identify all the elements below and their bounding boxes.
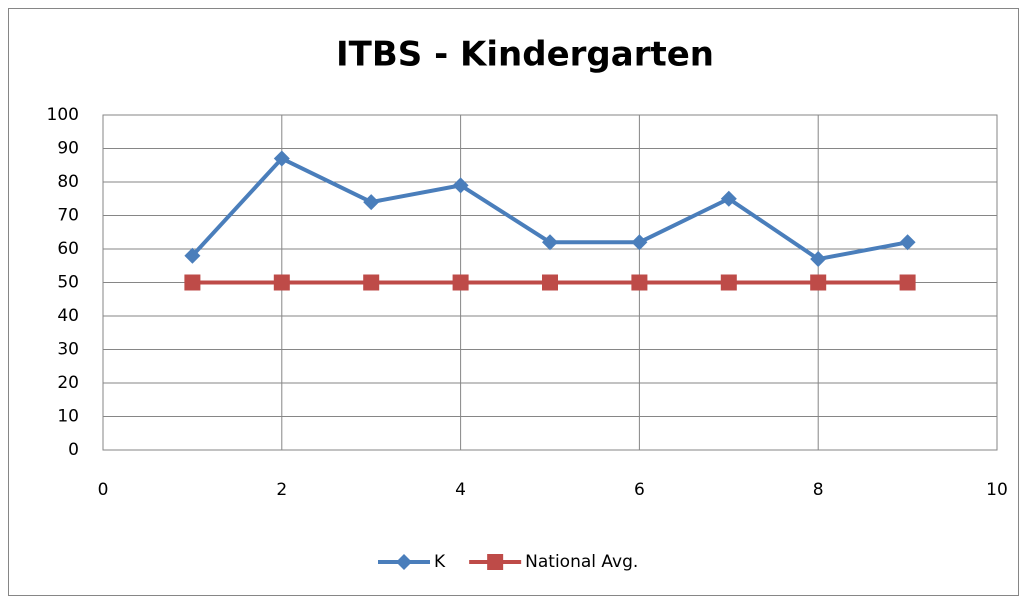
chart-border <box>8 8 1019 596</box>
data-point <box>542 274 558 291</box>
y-tick-label: 60 <box>57 239 79 259</box>
y-tick-label: 30 <box>57 340 79 360</box>
data-point <box>452 177 469 194</box>
data-point <box>452 274 469 291</box>
data-point <box>184 247 201 264</box>
data-point <box>899 234 916 251</box>
data-point <box>542 234 558 251</box>
data-point <box>363 274 380 291</box>
data-point <box>810 251 827 268</box>
data-point <box>899 274 916 291</box>
x-tick-label: 4 <box>455 480 466 500</box>
legend-label: National Avg. <box>525 552 638 572</box>
y-tick-label: 100 <box>47 105 79 125</box>
data-point <box>184 274 201 291</box>
y-tick-label: 70 <box>57 206 79 226</box>
data-point <box>720 190 737 207</box>
y-tick-label: 0 <box>68 440 79 460</box>
chart-title: ITBS - Kindergarten <box>336 35 714 75</box>
y-tick-label: 20 <box>57 373 79 393</box>
data-point <box>273 150 290 167</box>
data-point <box>273 274 290 291</box>
legend-marker <box>487 554 504 570</box>
data-point <box>810 274 827 291</box>
y-tick-label: 50 <box>57 273 79 293</box>
legend-marker <box>396 554 412 570</box>
data-point <box>631 234 648 251</box>
y-tick-label: 10 <box>57 407 79 427</box>
x-tick-label: 2 <box>276 480 287 500</box>
y-tick-label: 90 <box>57 139 79 159</box>
y-tick-label: 40 <box>57 306 79 326</box>
x-tick-label: 10 <box>986 480 1008 500</box>
data-point <box>363 194 380 211</box>
data-point <box>631 274 648 291</box>
x-tick-label: 8 <box>813 480 824 500</box>
legend-label: K <box>434 552 446 572</box>
x-tick-label: 0 <box>98 480 109 500</box>
x-tick-label: 6 <box>634 480 645 500</box>
y-tick-label: 80 <box>57 172 79 192</box>
data-point <box>720 274 737 291</box>
